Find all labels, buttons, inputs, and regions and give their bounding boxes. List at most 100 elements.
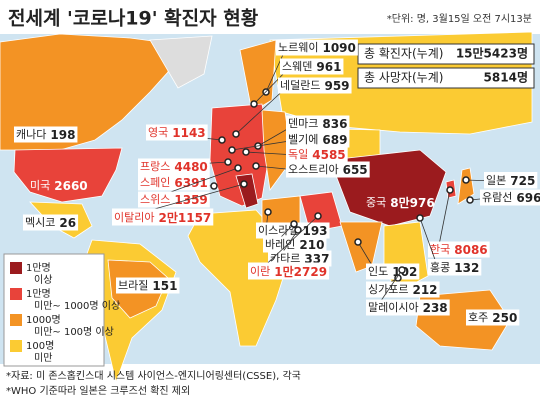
label-bg: [366, 299, 450, 316]
label-bg: [146, 124, 208, 141]
country-name: 노르웨이: [278, 41, 318, 54]
country-label: 중국 8만976: [366, 195, 435, 210]
country-label: 이란 1만2729: [248, 262, 330, 280]
leader-line: [235, 85, 289, 135]
country-label: 영국 1143: [146, 124, 208, 141]
country-name: 멕시코: [25, 216, 55, 229]
label-bg: [466, 309, 520, 326]
label-bg: [286, 131, 350, 148]
location-dot: [466, 196, 474, 204]
summary-label: 총 확진자(누계): [364, 47, 443, 61]
label-bg: [280, 58, 344, 75]
legend-swatch: [10, 288, 22, 300]
legend-line: 1000명: [26, 314, 61, 326]
country-value: 655: [343, 163, 368, 177]
label-bg: [428, 241, 490, 258]
summary-box: [357, 67, 535, 89]
country-value: 198: [50, 128, 75, 142]
location-dot: [354, 238, 362, 246]
location-dot: [234, 164, 242, 172]
country-text: 일본 725: [486, 173, 535, 188]
country-label: 스페인 6391: [138, 174, 210, 191]
label-bg: [256, 222, 330, 239]
country-name: 브라질: [118, 279, 148, 292]
legend-swatch: [10, 314, 22, 326]
country-name: 인도: [368, 265, 388, 278]
country-label: 이탈리아 2만1157: [112, 208, 214, 226]
country-value: 151: [152, 279, 177, 293]
location-dot: [290, 220, 298, 228]
location-dot: [314, 212, 322, 220]
legend-line: 미만: [34, 352, 52, 364]
country-text: 호주 250: [468, 311, 517, 325]
location-dot: [252, 162, 260, 170]
country-text: 카타르 337: [270, 252, 329, 266]
country-label: 프랑스 4480: [138, 158, 210, 175]
country-label: 미국 2660: [30, 179, 88, 193]
location-dot: [416, 214, 424, 222]
legend-line: 미만~ 1000명 이상: [34, 300, 120, 312]
country-name: 독일: [288, 147, 308, 161]
country-value: 4585: [312, 148, 345, 162]
country-label: 덴마크 836: [286, 115, 350, 132]
country-text: 네덜란드 959: [280, 79, 350, 93]
country-text: 브라질 151: [118, 279, 177, 293]
country-text: 이탈리아 2만1157: [114, 210, 211, 225]
legend-label: 100명 미만: [26, 340, 54, 364]
country-text: 멕시코 26: [25, 216, 76, 230]
country-name: 네덜란드: [280, 79, 320, 92]
country-name: 스위스: [140, 193, 170, 206]
summary-label: 총 사망자(누계): [364, 71, 443, 85]
label-bg: [116, 277, 180, 294]
label-bg: [112, 208, 214, 226]
country-value: 193: [302, 224, 327, 238]
country-value: 725: [510, 174, 535, 188]
country-name: 이스라엘: [258, 224, 298, 237]
label-bg: [248, 262, 330, 280]
usa: [13, 147, 123, 203]
location-dot: [394, 274, 402, 282]
country-name: 캐나다: [16, 128, 46, 141]
label-bg: [138, 174, 210, 191]
location-dot: [462, 176, 470, 184]
country-label: 싱가포르212: [366, 281, 440, 298]
location-dot: [232, 130, 240, 138]
label-bg: [286, 161, 370, 178]
country-name: 스웨덴: [282, 60, 312, 73]
country-label: 이스라엘 193: [256, 222, 330, 239]
country-text: 스위스 1359: [140, 193, 208, 207]
legend-line: 1만명: [26, 288, 51, 300]
country-value: 2660: [54, 179, 87, 193]
country-label: 브라질 151: [116, 277, 180, 294]
legend-line: 1만명: [26, 262, 51, 274]
country-value: 1만2729: [274, 264, 327, 279]
location-dot: [264, 208, 272, 216]
country-text: 미국 2660: [30, 179, 88, 193]
map: [0, 31, 533, 384]
country-value: 1359: [174, 193, 207, 207]
country-name: 일본: [486, 173, 506, 187]
country-text: 유람선 696: [482, 191, 540, 205]
country-value: 961: [316, 60, 341, 74]
location-dot: [240, 180, 248, 188]
country-name: 홍콩: [430, 260, 450, 274]
location-dot: [398, 266, 406, 274]
country-text: 스페인 6391: [140, 176, 208, 190]
country-text: 말레이시아 238: [368, 301, 448, 315]
country-name: 호주: [468, 311, 488, 324]
legend-swatch: [10, 340, 22, 352]
location-dot: [228, 146, 236, 154]
legend-label: 1000명 미만~ 100명 이상: [26, 314, 114, 338]
country-name: 카타르: [270, 252, 300, 265]
country-text: 이스라엘 193: [258, 224, 328, 238]
country-name: 이란: [250, 265, 270, 278]
country-value: 1143: [172, 126, 205, 140]
country-text: 독일 4585: [288, 147, 346, 162]
country-label: 일본 725: [484, 172, 538, 189]
country-value: 337: [304, 252, 329, 266]
label-bg: [263, 236, 327, 253]
country-label: 스웨덴 961: [280, 58, 344, 75]
country-name: 미국: [30, 179, 50, 192]
